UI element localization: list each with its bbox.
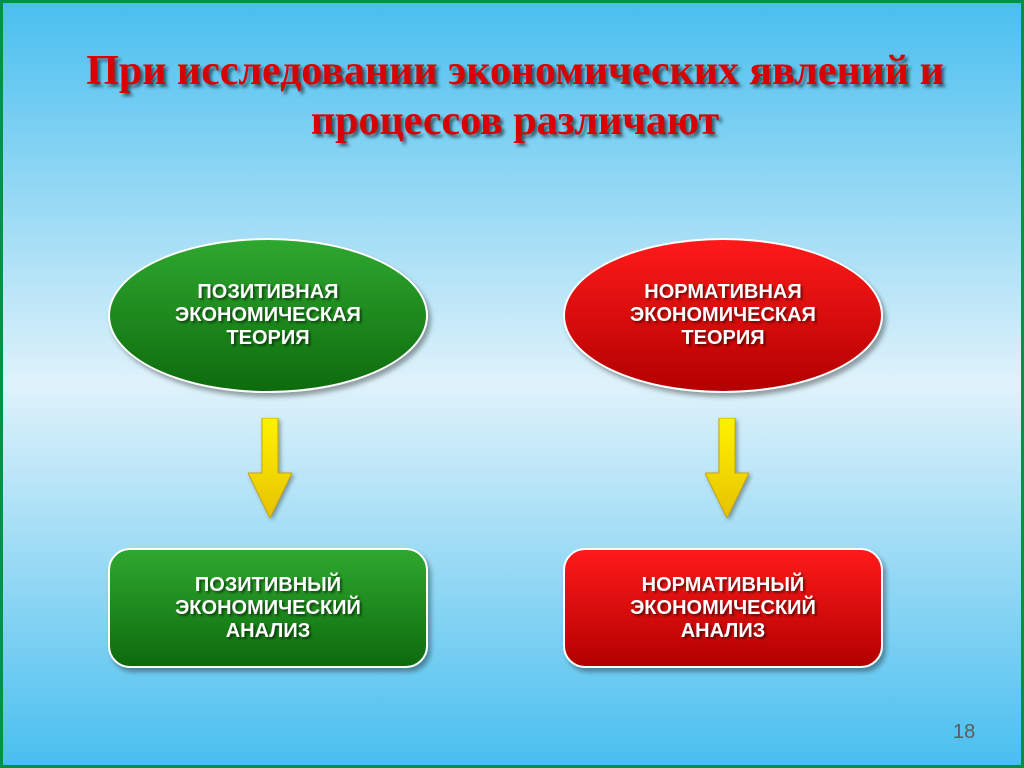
node-normative-analysis: НОРМАТИВНЫЙ ЭКОНОМИЧЕСКИЙ АНАЛИЗ [563,548,883,668]
page-number: 18 [953,721,975,744]
slide-root: При исследовании экономических явлений и… [0,0,1024,768]
arrow-down-icon [705,418,749,518]
slide-title: При исследовании экономических явлений и… [3,47,1024,146]
arrow-down-icon [248,418,292,518]
node-positive-analysis: ПОЗИТИВНЫЙ ЭКОНОМИЧЕСКИЙ АНАЛИЗ [108,548,428,668]
node-normative-theory: НОРМАТИВНАЯ ЭКОНОМИЧЕСКАЯ ТЕОРИЯ [563,238,883,393]
node-positive-theory: ПОЗИТИВНАЯ ЭКОНОМИЧЕСКАЯ ТЕОРИЯ [108,238,428,393]
